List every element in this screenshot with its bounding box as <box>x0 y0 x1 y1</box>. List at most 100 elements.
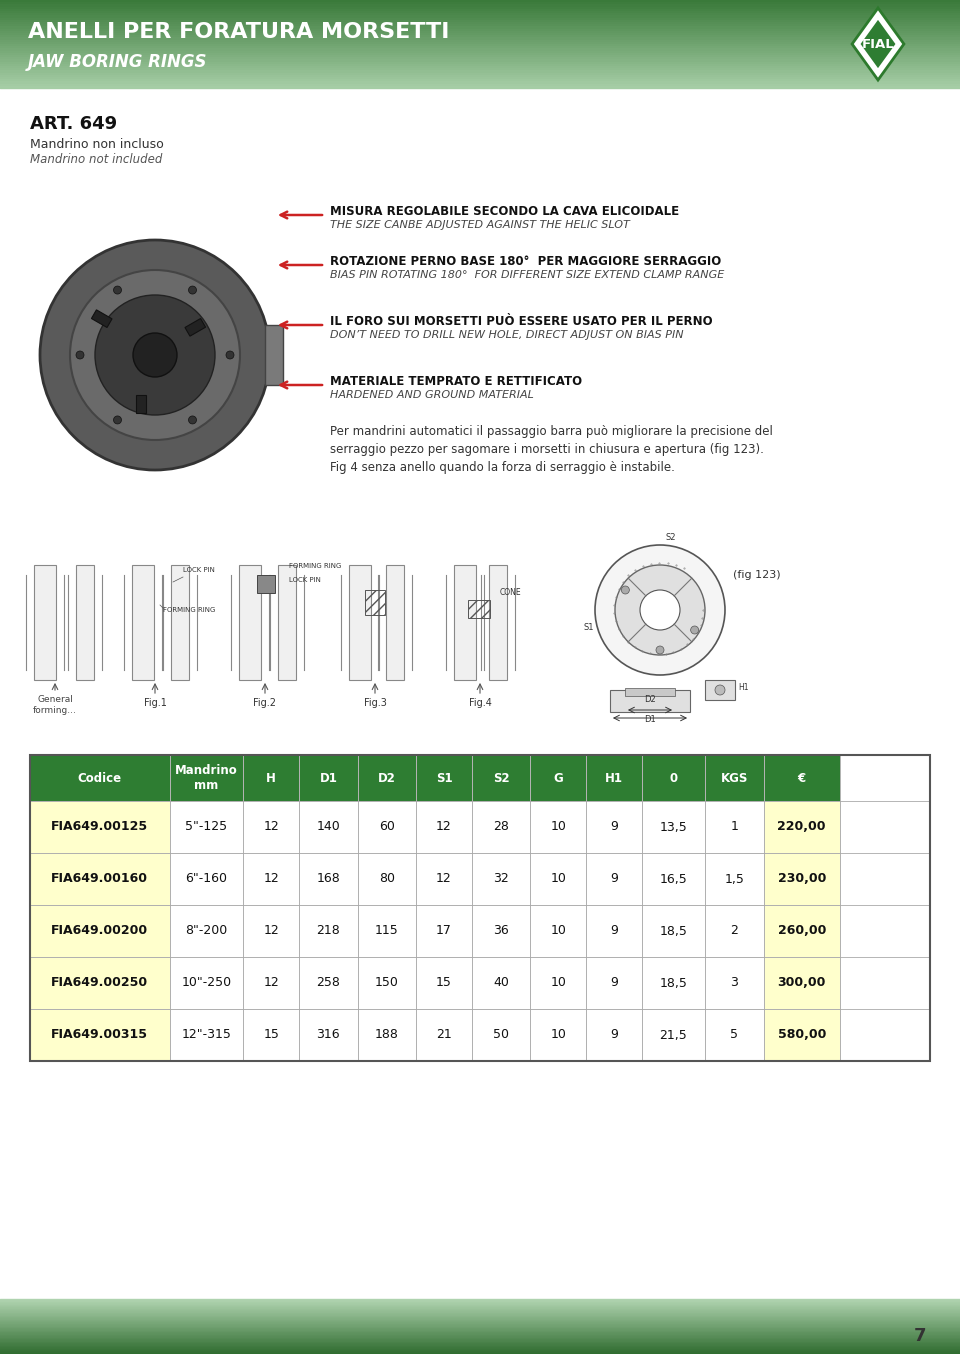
Text: 316: 316 <box>317 1029 340 1041</box>
Bar <box>300 853 357 904</box>
Bar <box>642 802 705 853</box>
Text: 218: 218 <box>317 925 340 937</box>
Text: MATERIALE TEMPRATO E RETTIFICATO: MATERIALE TEMPRATO E RETTIFICATO <box>330 375 582 389</box>
Bar <box>357 957 416 1009</box>
Circle shape <box>715 685 725 695</box>
Bar <box>587 1009 642 1062</box>
Text: Mandrino
mm: Mandrino mm <box>175 764 238 792</box>
Bar <box>170 756 243 802</box>
Text: IL FORO SUI MORSETTI PUÒ ESSERE USATO PER IL PERNO: IL FORO SUI MORSETTI PUÒ ESSERE USATO PE… <box>330 315 712 328</box>
Bar <box>705 802 763 853</box>
Bar <box>454 565 476 680</box>
Bar <box>763 802 840 853</box>
Bar <box>416 904 472 957</box>
Text: LOCK PIN: LOCK PIN <box>289 577 321 584</box>
Bar <box>472 904 531 957</box>
Circle shape <box>188 286 197 294</box>
Bar <box>91 310 112 328</box>
Text: 50: 50 <box>493 1029 509 1041</box>
Text: 40: 40 <box>493 976 509 990</box>
Bar <box>300 802 357 853</box>
Text: 168: 168 <box>317 872 340 886</box>
Bar <box>265 325 283 385</box>
Text: FORMING RING: FORMING RING <box>289 563 342 569</box>
Text: forming...: forming... <box>33 705 77 715</box>
Text: H1: H1 <box>738 684 749 692</box>
Bar <box>416 957 472 1009</box>
Bar <box>610 691 690 712</box>
Text: FIAL: FIAL <box>862 38 895 50</box>
Bar <box>763 904 840 957</box>
Text: €: € <box>798 772 805 784</box>
Text: 10: 10 <box>550 872 566 886</box>
Bar <box>587 756 642 802</box>
Bar <box>243 1009 300 1062</box>
Text: General: General <box>37 695 73 704</box>
Text: 36: 36 <box>493 925 509 937</box>
Bar <box>170 904 243 957</box>
Text: 10: 10 <box>550 925 566 937</box>
Text: 9: 9 <box>611 872 618 886</box>
Bar <box>587 957 642 1009</box>
Bar <box>300 904 357 957</box>
Text: G: G <box>553 772 564 784</box>
Bar <box>531 1009 587 1062</box>
Text: 1,5: 1,5 <box>724 872 744 886</box>
Bar <box>763 853 840 904</box>
Text: 220,00: 220,00 <box>778 821 826 834</box>
Bar <box>30 957 170 1009</box>
Text: S2: S2 <box>492 772 510 784</box>
Circle shape <box>621 586 630 594</box>
Bar <box>531 756 587 802</box>
Text: FIA649.00250: FIA649.00250 <box>51 976 148 990</box>
Bar <box>386 565 404 680</box>
Bar <box>531 802 587 853</box>
Circle shape <box>76 351 84 359</box>
Circle shape <box>95 295 215 414</box>
Bar <box>416 802 472 853</box>
Text: 9: 9 <box>611 925 618 937</box>
Text: 12: 12 <box>263 821 279 834</box>
Bar <box>170 1009 243 1062</box>
Text: Fig.3: Fig.3 <box>364 699 387 708</box>
Bar <box>587 802 642 853</box>
Circle shape <box>656 646 664 654</box>
Text: 17: 17 <box>436 925 452 937</box>
Text: JAW BORING RINGS: JAW BORING RINGS <box>28 53 207 70</box>
Bar <box>300 756 357 802</box>
Bar <box>243 904 300 957</box>
Text: 12: 12 <box>263 925 279 937</box>
Text: 12"-315: 12"-315 <box>181 1029 231 1041</box>
Bar <box>472 853 531 904</box>
Text: HARDENED AND GROUND MATERIAL: HARDENED AND GROUND MATERIAL <box>330 390 534 399</box>
Text: 12: 12 <box>436 821 452 834</box>
Circle shape <box>113 416 122 424</box>
Bar <box>416 853 472 904</box>
Bar <box>243 802 300 853</box>
Text: Mandrino non incluso: Mandrino non incluso <box>30 138 164 152</box>
Text: 9: 9 <box>611 821 618 834</box>
Circle shape <box>113 286 122 294</box>
Text: DON’T NEED TO DRILL NEW HOLE, DIRECT ADJUST ON BIAS PIN: DON’T NEED TO DRILL NEW HOLE, DIRECT ADJ… <box>330 330 684 340</box>
Text: 580,00: 580,00 <box>778 1029 826 1041</box>
Circle shape <box>40 240 270 470</box>
Bar <box>642 1009 705 1062</box>
Text: FIA649.00125: FIA649.00125 <box>51 821 148 834</box>
Text: 5"-125: 5"-125 <box>185 821 228 834</box>
Bar <box>300 1009 357 1062</box>
Text: 18,5: 18,5 <box>660 925 687 937</box>
Text: 21: 21 <box>436 1029 452 1041</box>
Bar <box>357 756 416 802</box>
Bar <box>642 756 705 802</box>
Text: 9: 9 <box>611 976 618 990</box>
Bar <box>357 904 416 957</box>
Text: Per mandrini automatici il passaggio barra può migliorare la precisione del: Per mandrini automatici il passaggio bar… <box>330 425 773 437</box>
Bar <box>278 565 296 680</box>
Bar <box>705 957 763 1009</box>
Bar <box>472 802 531 853</box>
Text: 10: 10 <box>550 821 566 834</box>
Text: D2: D2 <box>644 696 656 704</box>
Text: Mandrino not included: Mandrino not included <box>30 153 162 167</box>
Bar <box>300 957 357 1009</box>
Text: D1: D1 <box>644 715 656 724</box>
